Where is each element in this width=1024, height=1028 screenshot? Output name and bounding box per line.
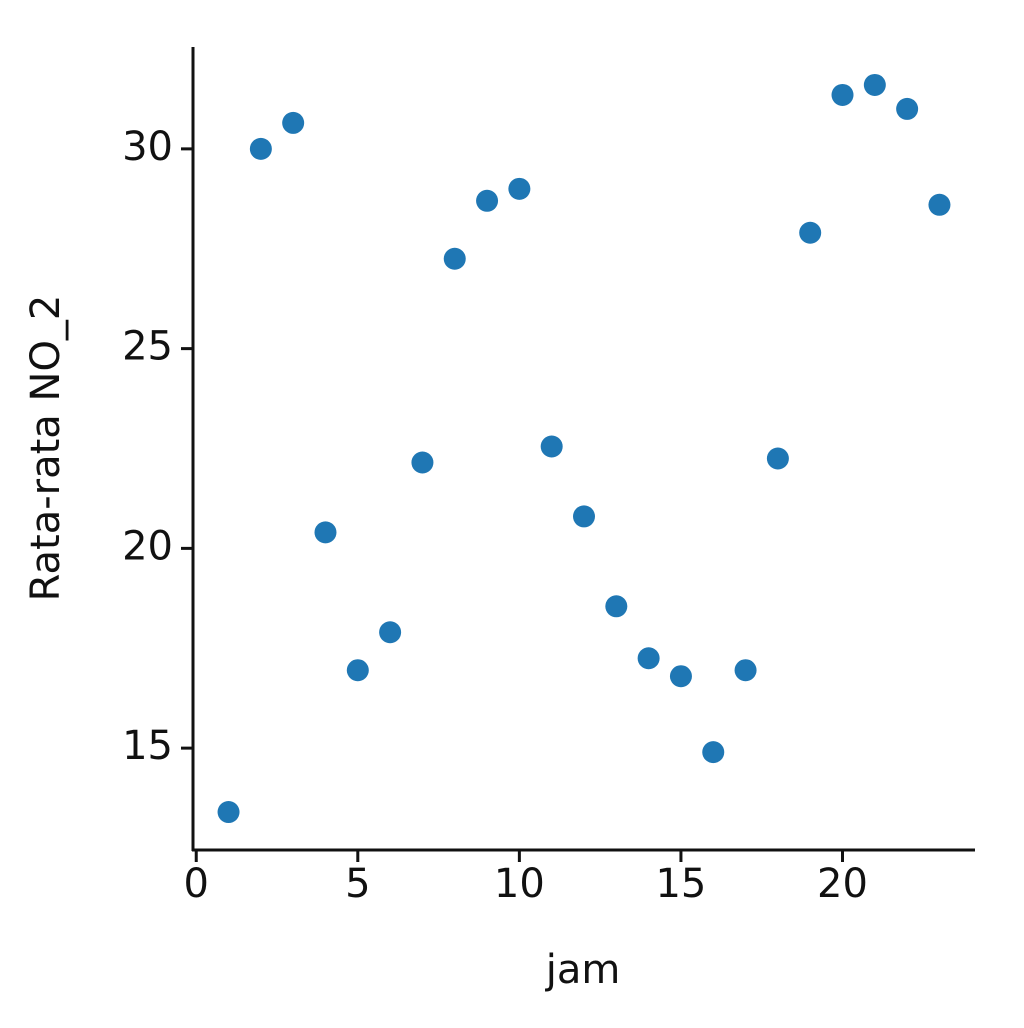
point [766, 447, 789, 470]
x-tick-label: 5 [345, 861, 370, 907]
point [799, 221, 822, 244]
point [282, 111, 305, 134]
point [443, 247, 466, 270]
x-axis-label: jam [545, 947, 621, 993]
point [508, 177, 531, 200]
point [734, 659, 757, 682]
point [605, 595, 628, 618]
y-tick-label: 15 [122, 723, 173, 769]
point [314, 521, 337, 544]
y-tick-label: 20 [122, 523, 173, 569]
y-tick-label: 30 [122, 124, 173, 170]
point [573, 505, 595, 528]
y-tick-label: 25 [122, 324, 173, 370]
point [249, 137, 272, 160]
y-axis-label: Rata-rata NO_2 [23, 295, 69, 602]
point [217, 801, 240, 824]
x-tick-label: 20 [817, 861, 868, 907]
point [476, 189, 499, 212]
point [411, 451, 434, 474]
point [379, 621, 402, 644]
point [863, 73, 886, 96]
point [896, 97, 919, 120]
point [637, 647, 660, 670]
point [702, 741, 725, 764]
x-tick-label: 10 [494, 861, 545, 907]
x-tick-label: 0 [184, 861, 209, 907]
point [831, 83, 854, 106]
x-tick-label: 15 [655, 861, 706, 907]
point [928, 193, 951, 216]
point [669, 665, 692, 688]
point [346, 659, 369, 682]
point [540, 435, 563, 458]
